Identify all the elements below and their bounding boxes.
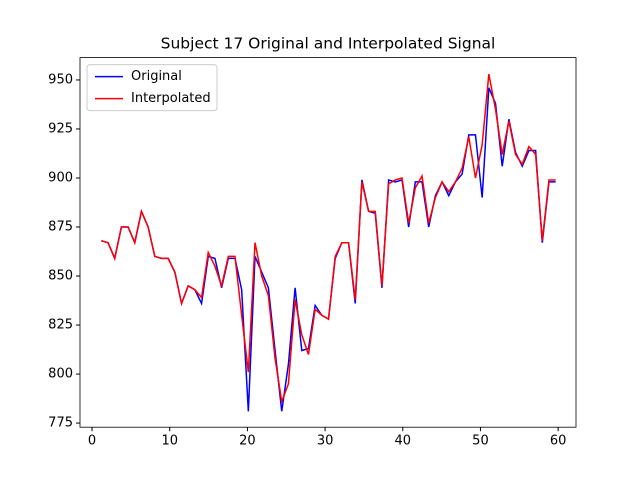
x-tick-label: 60 xyxy=(550,434,567,449)
series-line xyxy=(101,73,556,405)
plot-frame xyxy=(79,57,577,428)
x-tick-label: 0 xyxy=(88,434,96,449)
x-tick-label: 40 xyxy=(394,434,411,449)
series-line xyxy=(101,87,556,412)
y-tick-label: 825 xyxy=(48,318,73,333)
x-tick-label: 10 xyxy=(161,434,178,449)
y-tick-label: 950 xyxy=(48,72,73,87)
x-tick-label: 50 xyxy=(472,434,489,449)
y-tick-label: 875 xyxy=(48,220,73,235)
y-tick-label: 800 xyxy=(48,367,73,382)
legend-label: Interpolated xyxy=(131,91,211,106)
x-tick-label: 30 xyxy=(317,434,334,449)
y-tick-label: 925 xyxy=(48,121,73,136)
x-tick-label: 20 xyxy=(239,434,256,449)
y-tick-label: 775 xyxy=(48,416,73,431)
chart-title: Subject 17 Original and Interpolated Sig… xyxy=(161,35,496,53)
y-tick-label: 900 xyxy=(48,170,73,185)
y-tick-label: 850 xyxy=(48,269,73,284)
legend-label: Original xyxy=(131,69,182,84)
